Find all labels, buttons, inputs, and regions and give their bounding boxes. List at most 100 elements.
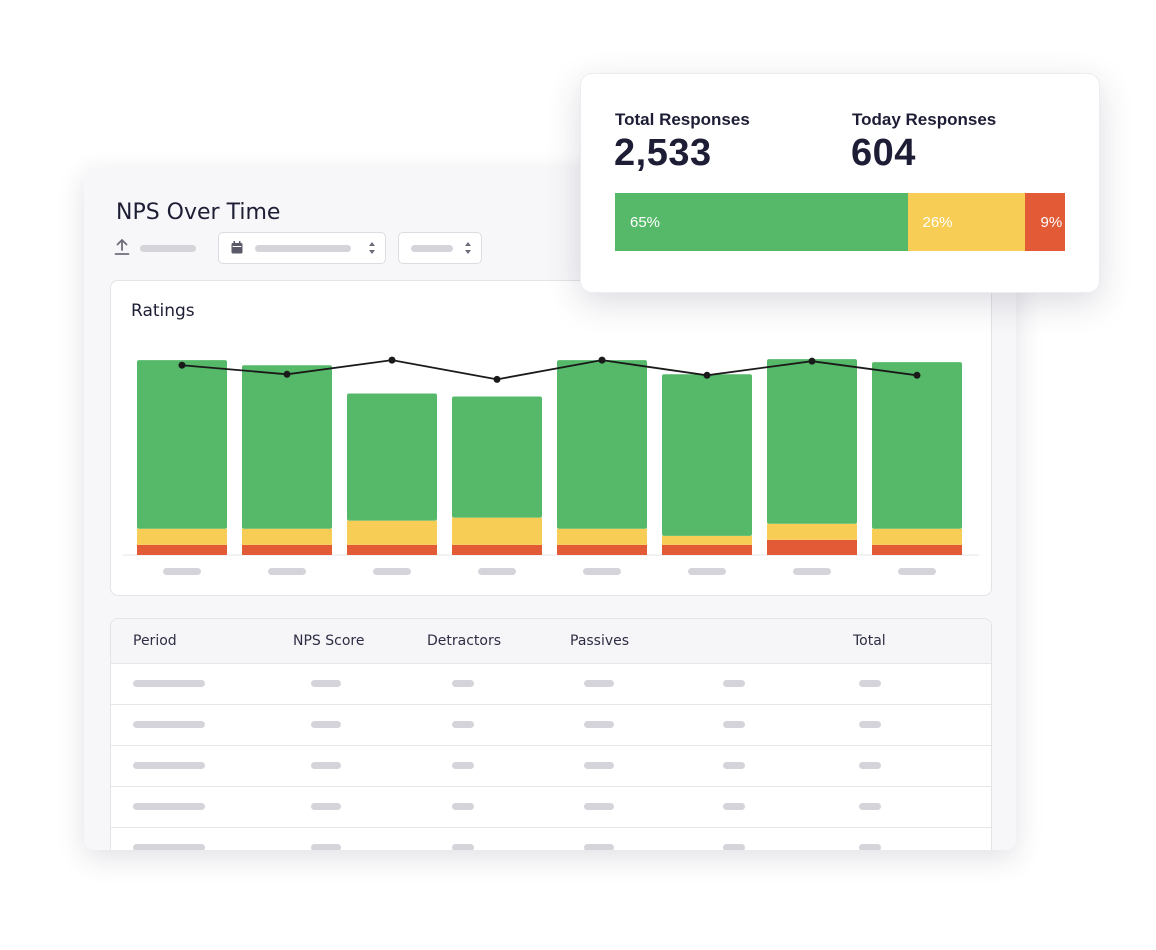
chart-title: Ratings: [131, 301, 195, 321]
bar-promoters[interactable]: [557, 360, 647, 529]
column-header-detractors[interactable]: Detractors: [427, 633, 502, 649]
table-cell-placeholder: [133, 803, 205, 810]
nps-trend-point[interactable]: [598, 356, 606, 364]
report-toolbar: [114, 232, 514, 264]
table-cell-placeholder: [452, 844, 474, 850]
table-cell-placeholder: [311, 844, 341, 850]
table-cell-placeholder: [133, 721, 205, 728]
table-cell-placeholder: [311, 680, 341, 687]
table-row[interactable]: [111, 745, 991, 787]
bar-passives[interactable]: [557, 528, 647, 545]
bar-promoters[interactable]: [137, 360, 227, 529]
today-responses-value: 604: [851, 132, 916, 174]
x-tick-label-placeholder: [268, 568, 306, 575]
response-share-bar: 65% 26% 9%: [615, 193, 1065, 251]
table-cell-placeholder: [723, 762, 745, 769]
table-cell-placeholder: [584, 803, 614, 810]
total-responses-label: Total Responses: [615, 110, 750, 129]
date-value-placeholder: [255, 245, 351, 252]
table-cell-placeholder: [311, 721, 341, 728]
table-cell-placeholder: [452, 680, 474, 687]
bar-passives[interactable]: [452, 517, 542, 545]
page-title: NPS Over Time: [116, 200, 281, 225]
bar-passives[interactable]: [662, 535, 752, 545]
table-cell-placeholder: [133, 844, 205, 850]
bar-detractors[interactable]: [347, 544, 437, 555]
table-cell-placeholder: [859, 762, 881, 769]
table-cell-placeholder: [584, 844, 614, 850]
bar-promoters[interactable]: [767, 359, 857, 524]
interval-select[interactable]: [398, 232, 482, 264]
bar-detractors[interactable]: [767, 539, 857, 555]
column-header-period[interactable]: Period: [133, 633, 177, 649]
table-row[interactable]: [111, 786, 991, 828]
x-tick-label-placeholder: [583, 568, 621, 575]
table-cell-placeholder: [311, 803, 341, 810]
response-stats-card: Total Responses 2,533 Today Responses 60…: [580, 73, 1100, 293]
bar-detractors[interactable]: [662, 544, 752, 555]
nps-trend-point[interactable]: [388, 356, 396, 364]
detractors-percent: 9%: [1040, 214, 1063, 231]
table-cell-placeholder: [452, 762, 474, 769]
x-tick-label-placeholder: [688, 568, 726, 575]
bar-promoters[interactable]: [872, 362, 962, 529]
bar-promoters[interactable]: [347, 393, 437, 521]
x-tick-label-placeholder: [163, 568, 201, 575]
export-button[interactable]: [114, 234, 204, 260]
table-row[interactable]: [111, 704, 991, 746]
table-cell-placeholder: [452, 803, 474, 810]
table-cell-placeholder: [859, 844, 881, 850]
table-cell-placeholder: [311, 762, 341, 769]
passives-segment: 26%: [907, 193, 1025, 251]
table-cell-placeholder: [133, 762, 205, 769]
promoters-segment: 65%: [615, 193, 908, 251]
bar-detractors[interactable]: [242, 544, 332, 555]
table-cell-placeholder: [584, 762, 614, 769]
interval-value-placeholder: [411, 245, 453, 252]
column-header-passives[interactable]: Passives: [570, 633, 630, 649]
bar-promoters[interactable]: [452, 396, 542, 518]
x-tick-label-placeholder: [793, 568, 831, 575]
column-header-nps-score[interactable]: NPS Score: [293, 633, 365, 649]
bar-detractors[interactable]: [452, 544, 542, 555]
nps-trend-point[interactable]: [913, 371, 921, 379]
upload-icon: [114, 239, 130, 255]
nps-trend-point[interactable]: [493, 375, 501, 383]
nps-trend-point[interactable]: [283, 370, 291, 378]
bar-passives[interactable]: [137, 528, 227, 545]
table-row[interactable]: [111, 827, 991, 850]
table-cell-placeholder: [859, 721, 881, 728]
today-responses-label: Today Responses: [852, 110, 997, 129]
column-header-total[interactable]: Total: [853, 633, 886, 649]
bar-passives[interactable]: [242, 528, 332, 545]
table-cell-placeholder: [859, 803, 881, 810]
promoters-percent: 65%: [630, 214, 661, 231]
nps-trend-point[interactable]: [703, 371, 711, 379]
table-cell-placeholder: [723, 721, 745, 728]
nps-trend-point[interactable]: [178, 361, 186, 369]
bar-passives[interactable]: [767, 523, 857, 540]
passives-percent: 26%: [922, 214, 953, 231]
date-range-select[interactable]: [218, 232, 386, 264]
export-label-placeholder: [140, 245, 196, 252]
table-cell-placeholder: [452, 721, 474, 728]
x-tick-label-placeholder: [478, 568, 516, 575]
nps-trend-line: [181, 359, 918, 381]
ratings-chart-panel: Ratings: [110, 280, 992, 596]
nps-table: Period NPS Score Detractors Passives Tot…: [110, 618, 992, 850]
bar-promoters[interactable]: [242, 365, 332, 529]
table-cell-placeholder: [723, 844, 745, 850]
table-row[interactable]: [111, 663, 991, 705]
bar-detractors[interactable]: [557, 544, 647, 555]
total-responses-value: 2,533: [614, 132, 712, 174]
bar-passives[interactable]: [872, 528, 962, 545]
select-stepper-icon: [369, 241, 375, 255]
bar-passives[interactable]: [347, 520, 437, 545]
x-tick-label-placeholder: [373, 568, 411, 575]
table-cell-placeholder: [133, 680, 205, 687]
table-cell-placeholder: [723, 680, 745, 687]
nps-trend-point[interactable]: [808, 357, 816, 365]
bar-promoters[interactable]: [662, 374, 752, 536]
bar-detractors[interactable]: [137, 544, 227, 555]
bar-detractors[interactable]: [872, 544, 962, 555]
